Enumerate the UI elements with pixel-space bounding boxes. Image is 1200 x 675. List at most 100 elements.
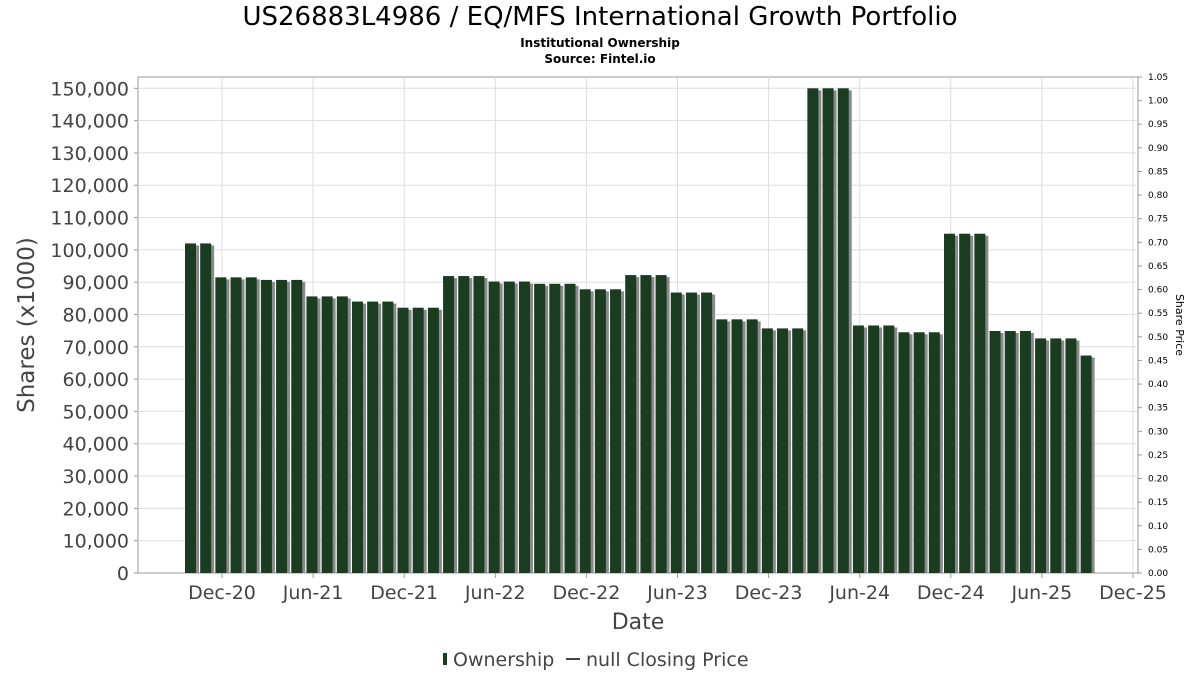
y2-tick-label: 0.45 — [1148, 356, 1168, 366]
ownership-bar — [852, 325, 864, 573]
y-axis-label: Shares (x1000) — [14, 237, 40, 413]
ownership-bar — [534, 283, 546, 573]
ownership-bar — [443, 276, 455, 573]
ownership-bar — [1050, 338, 1062, 573]
legend-ownership-label: Ownership — [453, 649, 554, 671]
x-tick-label: Jun-24 — [828, 582, 890, 604]
y2-tick-label: 1.00 — [1148, 97, 1168, 107]
y-tick-label: 60,000 — [63, 369, 129, 391]
axes: 0 10,000 20,000 30,000 40,000 50,000 60,000 70,… — [50, 73, 1168, 604]
ownership-bar — [959, 233, 971, 573]
x-tick-label: Jun-21 — [282, 582, 344, 604]
y2-tick-label: 0.00 — [1148, 569, 1168, 579]
y2-tick-label: 0.30 — [1148, 427, 1168, 437]
y-tick-label: 20,000 — [63, 498, 129, 520]
y-tick-label: 10,000 — [63, 531, 129, 553]
ownership-bar — [245, 277, 257, 573]
ownership-bar — [291, 279, 303, 573]
y-tick-label: 120,000 — [50, 175, 129, 197]
y-tick-label: 100,000 — [50, 240, 129, 262]
ownership-bar — [807, 88, 819, 573]
ownership-bar — [503, 281, 515, 573]
ownership-bar — [215, 277, 227, 573]
ownership-bar — [944, 233, 955, 573]
y2-tick-label: 0.95 — [1148, 120, 1168, 130]
chart-subtitle: Institutional Ownership Source: Fintel.i… — [0, 35, 1200, 67]
x-tick-label: Dec-23 — [735, 582, 803, 604]
ownership-bar — [488, 281, 500, 573]
ownership-bar — [336, 296, 348, 573]
y-tick-label: 90,000 — [63, 272, 129, 294]
y-tick-label: 0 — [117, 563, 129, 585]
ownership-bar — [473, 276, 485, 573]
y2-tick-label: 0.55 — [1148, 309, 1168, 319]
y2-tick-label: 0.20 — [1148, 475, 1168, 485]
y2-axis-label: Share Price — [1173, 294, 1186, 356]
y2-tick-label: 0.80 — [1148, 191, 1168, 201]
x-axis-label: Date — [612, 610, 665, 635]
y2-tick-label: 0.05 — [1148, 545, 1168, 555]
legend-ownership-swatch — [443, 653, 447, 665]
y2-tick-label: 0.75 — [1148, 215, 1168, 225]
legend-price-label: null Closing Price — [586, 649, 749, 671]
ownership-bar — [837, 88, 849, 573]
ownership-bar — [397, 307, 409, 573]
ownership-bar — [761, 328, 773, 573]
ownership-bar — [579, 289, 591, 573]
ownership-bar — [625, 275, 637, 573]
bars — [185, 88, 1095, 573]
ownership-bar — [458, 276, 470, 573]
ownership-bar — [746, 319, 758, 573]
ownership-bar — [351, 301, 363, 573]
x-tick-label: Dec-25 — [1099, 582, 1167, 604]
y2-tick-label: 0.70 — [1148, 238, 1168, 248]
y2-tick-label: 1.05 — [1148, 73, 1168, 83]
y2-tick-label: 0.60 — [1148, 286, 1168, 296]
y-tick-label: 110,000 — [50, 208, 129, 230]
x-tick-label: Dec-24 — [917, 582, 985, 604]
ownership-bar — [321, 296, 333, 573]
y2-tick-label: 0.40 — [1148, 380, 1168, 390]
y-tick-label: 40,000 — [63, 434, 129, 456]
y2-tick-label: 0.65 — [1148, 262, 1168, 272]
ownership-bar — [200, 243, 212, 573]
ownership-bar — [367, 301, 379, 573]
ownership-bar — [989, 330, 1001, 573]
ownership-bar — [670, 292, 682, 573]
ownership-bar — [1035, 338, 1047, 573]
y2-tick-label: 0.90 — [1148, 144, 1168, 154]
subtitle-line-2: Source: Fintel.io — [544, 52, 656, 66]
y-tick-label: 130,000 — [50, 143, 129, 165]
ownership-bar — [822, 88, 834, 573]
ownership-bar — [518, 281, 530, 573]
ownership-bar — [731, 319, 743, 573]
ownership-bar — [913, 332, 925, 573]
ownership-bar — [610, 289, 622, 573]
ownership-bar — [640, 275, 652, 573]
ownership-bar — [260, 279, 272, 573]
ownership-bar — [898, 332, 910, 573]
ownership-bar — [427, 307, 439, 573]
ownership-bar — [1080, 355, 1092, 573]
legend: Ownership null Closing Price — [443, 649, 749, 671]
ownership-bar — [685, 292, 697, 573]
x-tick-label: Jun-23 — [646, 582, 708, 604]
ownership-bar — [716, 319, 728, 573]
ownership-bar — [868, 325, 880, 573]
ownership-bar — [549, 283, 561, 573]
ownership-bar — [276, 279, 288, 573]
ownership-bar — [230, 277, 242, 573]
y-tick-label: 150,000 — [50, 78, 129, 100]
ownership-bar — [594, 289, 606, 573]
ownership-bar — [701, 292, 713, 573]
ownership-bar — [306, 296, 318, 573]
x-tick-label: Dec-20 — [188, 582, 256, 604]
ownership-bar — [883, 325, 895, 573]
y2-tick-label: 0.25 — [1148, 451, 1168, 461]
y-tick-label: 70,000 — [63, 337, 129, 359]
y-tick-label: 140,000 — [50, 111, 129, 133]
x-tick-label: Dec-22 — [552, 582, 620, 604]
ownership-bar — [1004, 330, 1016, 573]
x-tick-label: Jun-22 — [464, 582, 526, 604]
